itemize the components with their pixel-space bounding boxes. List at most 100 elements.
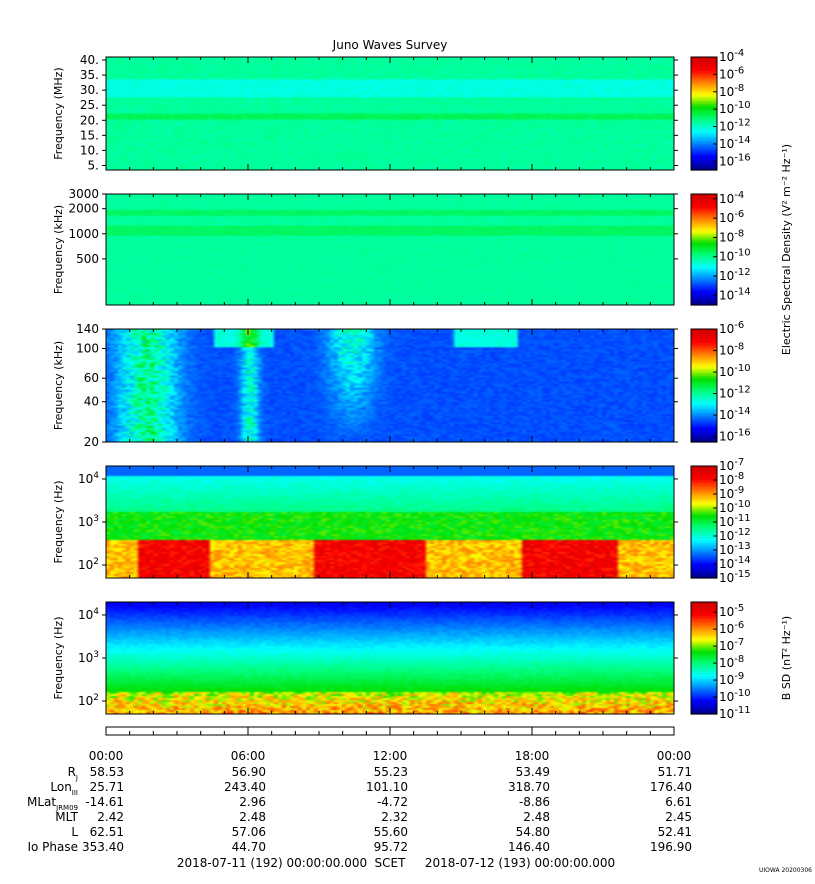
colorbar-cell <box>691 92 717 96</box>
colorbar-cell <box>691 75 717 79</box>
colorbar-cell <box>691 158 717 162</box>
colorbar-cell <box>691 501 717 504</box>
colorbar-cell <box>691 85 717 89</box>
colorbar-cell <box>691 115 717 119</box>
ephemeris-value: -4.72 <box>377 795 408 809</box>
colorbar-tick-label: 10-9 <box>719 485 744 501</box>
colorbar-cell <box>691 268 717 271</box>
ephemeris-row-label: MLatJRM09 <box>27 795 78 812</box>
ephemeris-value: 62.51 <box>90 825 124 839</box>
colorbar-cell <box>691 203 717 207</box>
colorbar-tick-label: 10-16 <box>719 152 751 168</box>
time-label: 12:00 <box>373 749 408 763</box>
colorbar-cell <box>691 78 717 82</box>
ephemeris-value: 243.40 <box>224 780 266 794</box>
colorbar-cell <box>691 487 717 490</box>
y-tick-label: 20 <box>84 435 99 449</box>
colorbar-cell <box>691 524 717 528</box>
colorbar-cell <box>691 503 717 507</box>
colorbar-cell <box>691 676 717 680</box>
colorbar-cell <box>691 704 717 708</box>
colorbar-cell <box>691 529 717 532</box>
colorbar-cell <box>691 392 717 396</box>
colorbar-cell <box>691 420 717 424</box>
colorbar-cell <box>691 413 717 417</box>
ephemeris-value: 2.48 <box>239 810 266 824</box>
ephemeris-row-label: MLT <box>55 810 78 824</box>
ephemeris-value: 2.96 <box>239 795 266 809</box>
colorbar-cell <box>691 66 717 70</box>
colorbar-label: B SD (nT² Hz⁻¹) <box>780 616 793 700</box>
colorbar-cell <box>691 665 717 668</box>
colorbar-cell <box>691 261 717 264</box>
colorbar-cell <box>691 333 717 337</box>
colorbar-cell <box>691 655 717 659</box>
colorbar-cell <box>691 394 717 398</box>
colorbar-tick-label: 10-11 <box>719 513 751 529</box>
colorbar-cell <box>691 517 717 521</box>
y-tick-label: 40 <box>84 395 99 409</box>
panels: 40.35.30.25.20.15.10.5. Frequency (MHz) 10… <box>52 48 793 721</box>
colorbar-cell <box>691 468 717 472</box>
colorbar-cell <box>691 672 717 675</box>
colorbar-tick-label: 10-10 <box>719 688 751 704</box>
colorbar-cell <box>691 397 717 401</box>
colorbar-cell <box>691 242 717 246</box>
colorbar-cell <box>691 538 717 542</box>
y-axis-label: Frequency (MHz) <box>52 67 65 159</box>
ephemeris-value: 95.72 <box>374 840 408 854</box>
colorbar-cell <box>691 350 717 354</box>
colorbar-cell <box>691 651 717 654</box>
spectrogram-image <box>106 329 674 442</box>
colorbar-cell <box>691 439 717 443</box>
colorbar-cell <box>691 196 717 200</box>
ephemeris-rows: RJ 58.53 56.90 55.23 53.49 51.71 LonIII 25.71 24… <box>27 765 692 854</box>
colorbar-cell <box>691 550 717 553</box>
colorbar-cell <box>691 482 717 486</box>
colorbar-cell <box>691 371 717 375</box>
colorbar-cell <box>691 430 717 434</box>
colorbar-cell <box>691 61 717 65</box>
colorbar-cell <box>691 364 717 368</box>
stamp-label: UIOWA 20200306 <box>759 867 812 874</box>
colorbar-cell <box>691 434 717 438</box>
colorbar-cell <box>691 559 717 563</box>
colorbar-tick-label: 10-7 <box>719 457 744 473</box>
colorbar-tick-label: 10-8 <box>719 342 744 358</box>
colorbar-cell <box>691 366 717 370</box>
colorbar-cell <box>691 418 717 422</box>
colorbar-frame <box>690 193 718 306</box>
colorbar-cell <box>691 233 717 237</box>
colorbar-tick-label: 10-13 <box>719 541 751 557</box>
panel-lfr-low: 104 103 102 Frequency (Hz) 10-710-810-910-10… <box>52 457 751 585</box>
colorbar-cell <box>691 71 717 75</box>
colorbar-cell <box>691 272 717 276</box>
colorbar-cell <box>691 662 717 666</box>
ephemeris-value: 2.42 <box>97 810 124 824</box>
colorbar-cell <box>691 658 717 661</box>
colorbar-tick-label: 10-14 <box>719 406 751 422</box>
colorbar-cell <box>691 122 717 126</box>
colorbar-cell <box>691 496 717 500</box>
colorbar-tick-label: 10-5 <box>719 603 744 619</box>
colorbar-cell <box>691 686 717 689</box>
colorbar-cell <box>691 432 717 436</box>
colorbar-tick-label: 10-11 <box>719 705 751 721</box>
spectrogram-image <box>106 194 674 305</box>
y-tick-label: 20. <box>80 113 99 127</box>
time-label: 00:00 <box>657 749 692 763</box>
colorbar-cell <box>691 648 717 652</box>
colorbar-cell <box>691 357 717 361</box>
colorbar-cell <box>691 489 717 493</box>
spectrogram-image <box>106 57 674 170</box>
ephemeris-value: 55.23 <box>374 765 408 779</box>
colorbar-cell <box>691 390 717 394</box>
colorbar-cell <box>691 198 717 202</box>
colorbar-cell <box>691 378 717 382</box>
colorbar-cell <box>691 68 717 72</box>
ephemeris-value: -8.86 <box>519 795 550 809</box>
colorbar-cell <box>691 630 717 633</box>
colorbar-cell <box>691 522 717 525</box>
colorbar-cell <box>691 338 717 342</box>
colorbar-cell <box>691 127 717 131</box>
